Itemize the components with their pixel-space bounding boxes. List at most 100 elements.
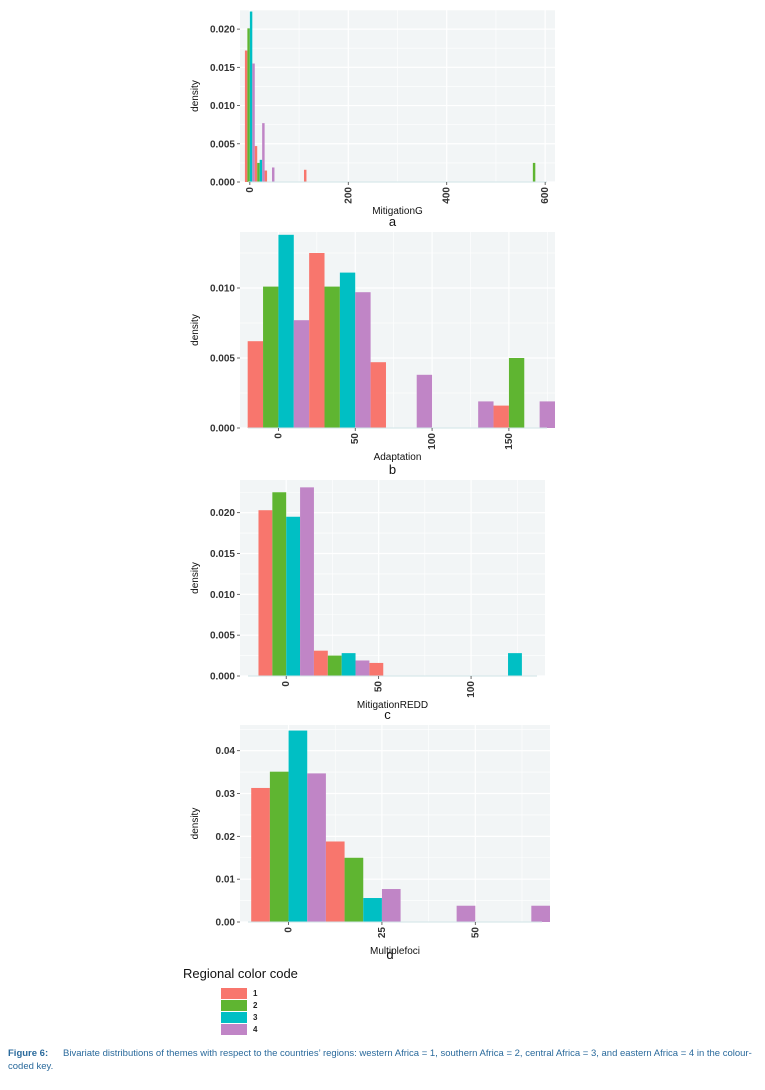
chart-panel-a: 0.000 0.005 0.010 0.015 0.020 0 200 400 600 Mitig… (190, 9, 555, 229)
x-tick-label: 200 (343, 187, 354, 204)
bar-bin3-group4 (531, 905, 550, 922)
x-tick-label: 0 (284, 927, 295, 933)
y-tick-label: 0.005 (210, 631, 235, 642)
y-tick-label: 0.04 (216, 746, 236, 757)
y-axis-title: density (190, 562, 201, 594)
bar-bin0-group3 (278, 234, 294, 428)
caption-text: Bivariate distributions of themes with r… (8, 1048, 752, 1072)
bar-bin4-group2 (532, 162, 536, 182)
bar-bin1-group1 (254, 146, 258, 182)
y-tick-label: 0.01 (216, 875, 236, 886)
bar-bin0-group3 (288, 730, 308, 922)
bar-bin0-group1 (251, 787, 270, 922)
bar-bin0-group4 (300, 487, 314, 676)
y-tick-label: 0.020 (210, 508, 235, 519)
x-tick-label: 50 (470, 927, 481, 939)
bar-bin2-group4 (271, 167, 275, 182)
x-axis-title: Adaptation (374, 452, 422, 463)
legend-item-1: 1 (183, 987, 298, 999)
panel-letter: a (389, 214, 397, 229)
bar-bin0-group4 (307, 773, 326, 922)
y-tick-label: 0.005 (210, 139, 235, 150)
bar-bin1-group3 (363, 898, 382, 922)
bar-bin1-group2 (324, 286, 340, 428)
x-tick-label: 0 (245, 187, 256, 193)
bar-bin0-group4 (252, 63, 255, 183)
bar-bin2-group1 (369, 662, 384, 676)
bar-bin1-group3 (341, 653, 356, 676)
x-tick-label: 400 (442, 187, 453, 204)
legend-title: Regional color code (183, 966, 298, 981)
bar-bin1-group1 (325, 841, 345, 922)
x-tick-label: 50 (374, 681, 385, 693)
bar-bin1-group3 (259, 159, 263, 182)
y-tick-label: 0.00 (216, 918, 236, 929)
bar-bin3-group4 (478, 401, 494, 428)
bar-bin4-group2 (508, 358, 525, 428)
x-tick-label: 0 (281, 681, 292, 687)
y-tick-label: 0.000 (210, 178, 235, 189)
y-axis-title: density (190, 314, 201, 346)
y-tick-label: 0.015 (210, 549, 235, 560)
panel-letter: b (389, 462, 396, 477)
x-axis-title: MitigationREDD (357, 700, 428, 711)
chart-panel-b: 0.000 0.005 0.010 0 50 100 150 Adaptation densit… (190, 232, 555, 477)
y-tick-label: 0.03 (216, 789, 236, 800)
chart-panel-d: 0.00 0.01 0.02 0.03 0.04 0 25 50 Multiplefoci den… (190, 725, 550, 962)
x-axis-title: Multiplefoci (370, 946, 420, 957)
panel-letter: d (386, 947, 393, 962)
bar-bin1-group4 (355, 660, 370, 676)
chart-panel-c: 0.000 0.005 0.010 0.015 0.020 0 50 100 Mitigatio… (190, 480, 545, 722)
bar-bin0-group1 (247, 341, 264, 428)
y-tick-label: 0.000 (210, 672, 235, 683)
bar-bin2-group4 (456, 905, 476, 922)
bar-bin1-group4 (355, 292, 371, 428)
bar-bin4-group1 (493, 405, 509, 428)
bar-bin1-group2 (327, 655, 342, 676)
bar-bin0-group2 (272, 492, 287, 676)
bar-bin1-group1 (313, 650, 328, 676)
x-axis-title: MitigationG (372, 206, 423, 217)
legend-swatch-2 (221, 999, 247, 1011)
y-tick-label: 0.010 (210, 101, 235, 112)
bar-bin1-group2 (257, 162, 260, 182)
y-axis-title: density (190, 80, 201, 112)
bar-bin0-group4 (293, 320, 310, 428)
y-tick-label: 0.02 (216, 832, 236, 843)
panel-letter: c (384, 707, 391, 722)
x-tick-label: 150 (504, 433, 515, 450)
legend-label-3: 3 (253, 1012, 258, 1022)
x-tick-label: 50 (350, 433, 361, 445)
x-tick-label: 25 (377, 927, 388, 939)
x-tick-label: 100 (466, 681, 477, 698)
bar-bin1-group2 (344, 857, 364, 922)
y-axis-title: density (190, 808, 201, 840)
legend-label-1: 1 (253, 988, 258, 998)
y-tick-label: 0.020 (210, 25, 235, 36)
y-tick-label: 0.005 (210, 354, 235, 365)
bar-bin0-group3 (249, 11, 253, 183)
bar-bin0-group2 (269, 771, 289, 922)
bar-bin2-group4 (416, 374, 433, 428)
legend-item-4: 4 (183, 1023, 298, 1035)
y-tick-label: 0.010 (210, 590, 235, 601)
x-tick-label: 600 (540, 187, 551, 204)
y-tick-label: 0.000 (210, 424, 235, 435)
bar-bin0-group1 (258, 510, 273, 676)
x-tick-label: 0 (273, 433, 284, 439)
legend: Regional color code 1 2 3 4 (183, 966, 298, 1035)
legend-swatch-4 (221, 1023, 247, 1035)
bar-bin0-group2 (263, 286, 279, 428)
bar-bin4-group4 (539, 401, 555, 428)
bar-bin0-group1 (244, 50, 248, 182)
bar-bin0-group2 (247, 28, 250, 183)
figure-caption: Figure 6: Bivariate distributions of them… (8, 1047, 758, 1073)
y-tick-label: 0.015 (210, 63, 235, 74)
bar-bin1-group4 (262, 123, 265, 182)
bar-bin1-group4 (381, 889, 401, 922)
bar-bin3-group3 (508, 653, 522, 676)
legend-label-2: 2 (253, 1000, 258, 1010)
legend-item-3: 3 (183, 1011, 298, 1023)
bar-bin3-group1 (303, 169, 307, 182)
x-tick-label: 100 (427, 433, 438, 450)
